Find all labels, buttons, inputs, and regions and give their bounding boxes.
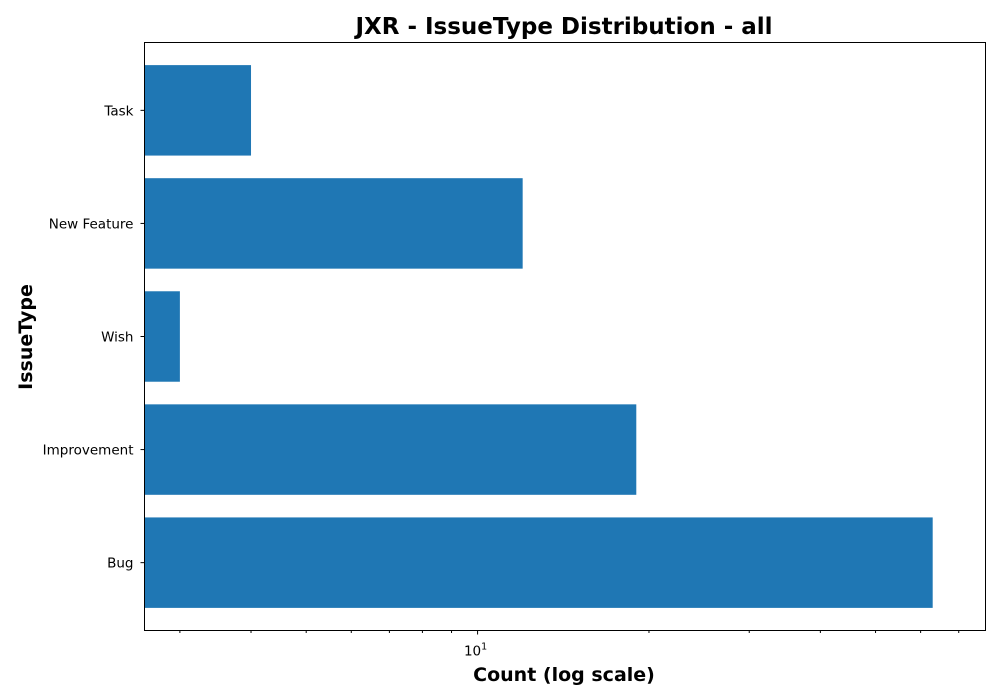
x-tick-label: 101 xyxy=(464,642,487,660)
y-tick-label: Task xyxy=(103,103,133,119)
bar-task xyxy=(145,65,252,155)
bar-bug xyxy=(145,517,933,607)
x-ticks-group: 101 xyxy=(180,631,959,660)
x-axis-label: Count (log scale) xyxy=(473,664,655,686)
bar-new-feature xyxy=(145,178,523,268)
y-tick-label: New Feature xyxy=(49,216,134,232)
x-tick-label-exponent: 1 xyxy=(481,642,487,653)
bar-wish xyxy=(145,291,180,381)
y-tick-label: Improvement xyxy=(43,443,134,459)
y-tick-label: Wish xyxy=(101,330,133,346)
bar-improvement xyxy=(145,404,637,494)
y-ticks-group: Bug Improvement Wish New Feature Task xyxy=(43,103,145,571)
y-tick-label: Bug xyxy=(107,556,133,572)
chart-title: JXR - IssueType Distribution - all xyxy=(353,14,772,40)
y-axis-label: IssueType xyxy=(15,284,37,390)
bars-group xyxy=(145,65,933,608)
x-tick-label-base: 10 xyxy=(464,644,481,660)
